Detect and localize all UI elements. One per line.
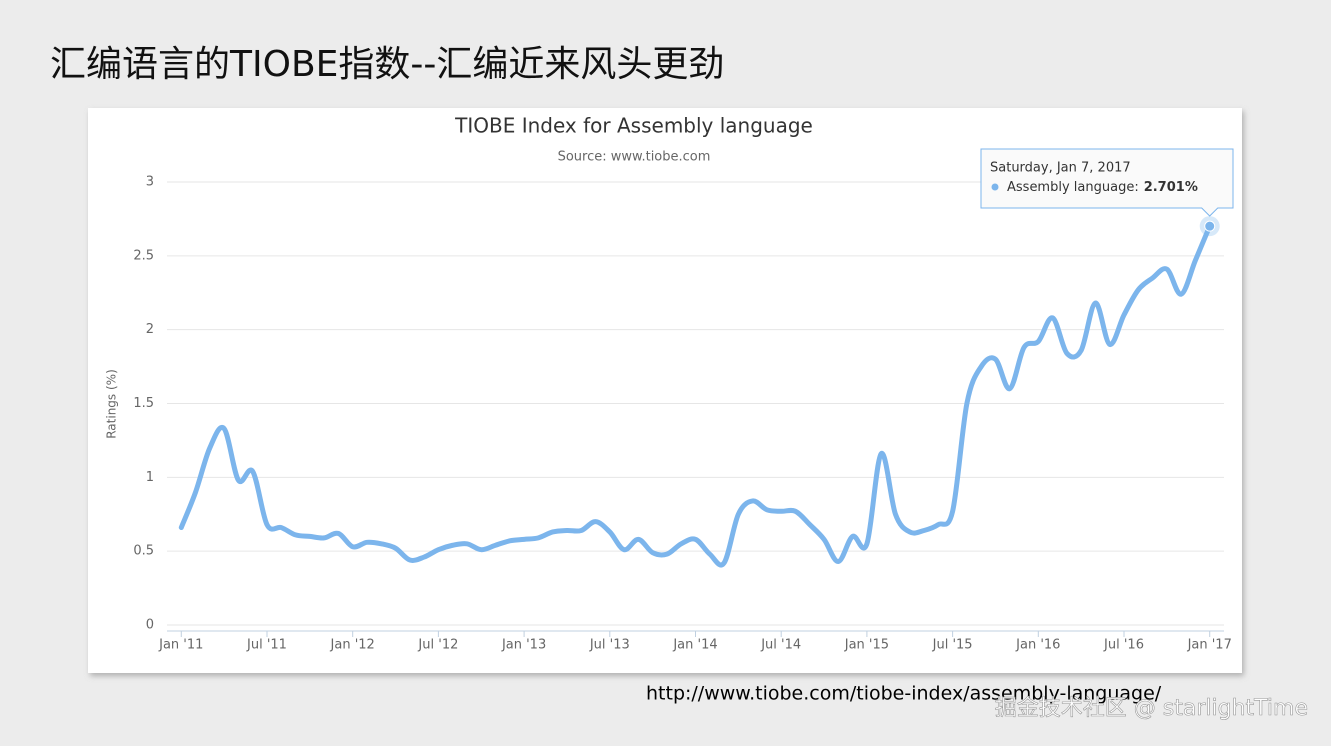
slide-title: 汇编语言的TIOBE指数--汇编近来风头更劲 [50, 44, 724, 85]
y-tick-label: 0.5 [133, 544, 154, 559]
x-tick-label: Jan '12 [330, 638, 375, 653]
x-tick-label: Jul '14 [760, 638, 801, 653]
chart-subtitle: Source: www.tiobe.com [558, 150, 711, 165]
y-tick-label: 1.5 [133, 396, 154, 411]
x-tick-label: Jan '14 [672, 638, 717, 653]
y-tick-label: 2 [146, 322, 154, 337]
y-tick-label: 1 [146, 470, 154, 485]
x-tick-label: Jul '12 [417, 638, 458, 653]
chart-title: TIOBE Index for Assembly language [454, 114, 813, 138]
y-tick-label: 0 [146, 618, 154, 633]
tooltip-box [980, 148, 1234, 217]
tooltip-date: Saturday, Jan 7, 2017 [990, 161, 1131, 176]
x-tick-label: Jan '11 [158, 638, 203, 653]
x-tick-label: Jan '15 [844, 638, 889, 653]
tooltip-bullet [991, 183, 999, 191]
y-tick-label: 3 [146, 175, 154, 190]
x-tick-label: Jul '11 [246, 638, 287, 653]
x-tick-label: Jan '17 [1187, 638, 1232, 653]
source-url: http://www.tiobe.com/tiobe-index/assembl… [646, 683, 1162, 705]
y-tick-label: 2.5 [133, 248, 154, 263]
hover-point [1204, 220, 1216, 232]
x-tick-label: Jul '16 [1103, 638, 1144, 653]
tooltip-series: Assembly language: [1007, 180, 1139, 195]
tooltip-value: 2.701% [1144, 180, 1198, 195]
x-tick-label: Jan '16 [1015, 638, 1060, 653]
x-tick-label: Jul '13 [589, 638, 630, 653]
x-tick-label: Jan '13 [501, 638, 546, 653]
tooltip-line: Assembly language: 2.701% [1007, 180, 1198, 195]
watermark: 掘金技术社区 @ starlightTime [995, 696, 1308, 721]
x-tick-label: Jul '15 [932, 638, 973, 653]
y-axis-label: Ratings (%) [105, 369, 119, 439]
series-line [178, 223, 1213, 568]
